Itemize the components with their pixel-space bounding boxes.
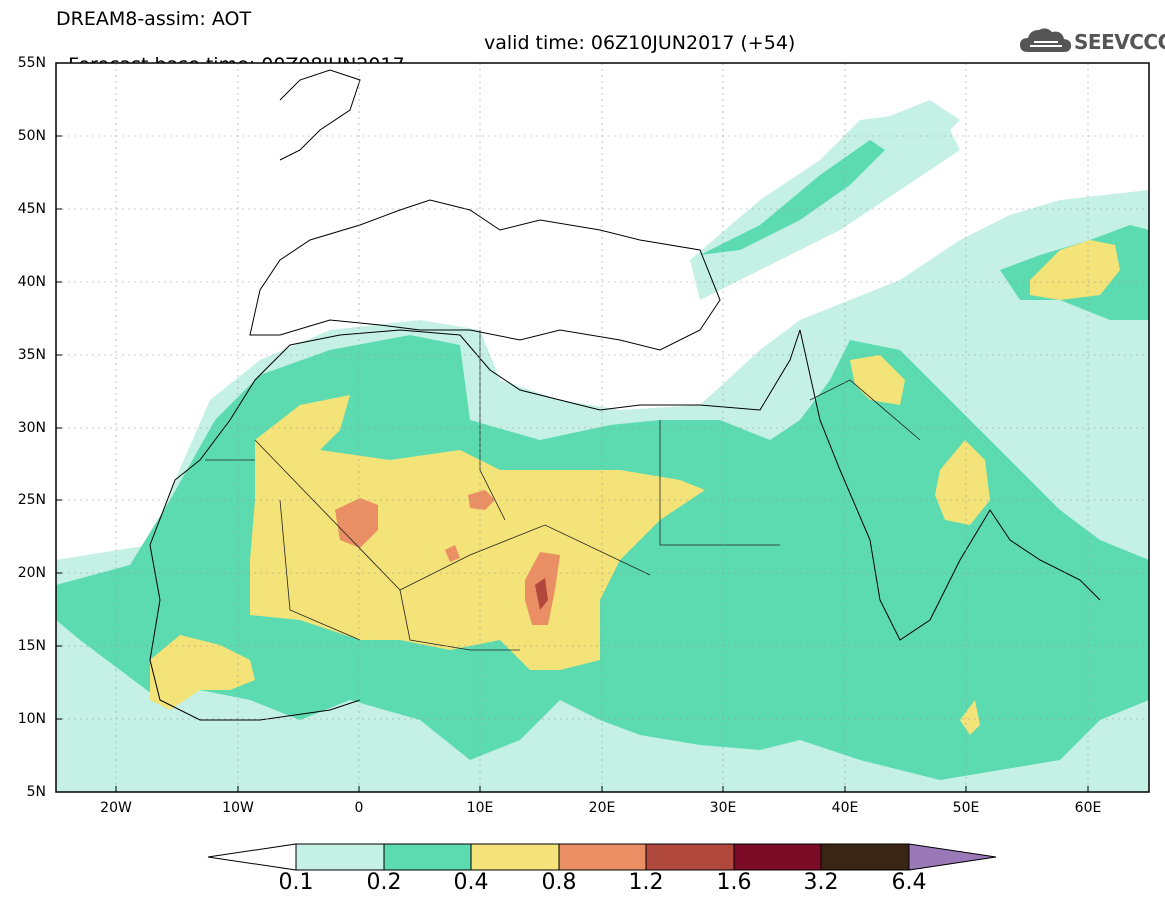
country-borders	[205, 330, 921, 651]
lat-label-55n: 55N	[17, 55, 46, 71]
lat-label-25n: 25N	[17, 492, 46, 508]
lon-label-50e: 50E	[952, 800, 980, 816]
lat-label-45n: 45N	[17, 201, 46, 217]
seevccc-logo: SEEVCCC	[1018, 24, 1165, 58]
lat-label-15n: 15N	[17, 638, 46, 654]
colorbar-label-0.4: 0.4	[453, 870, 489, 895]
lon-label-10w: 10W	[222, 800, 254, 816]
colorbar-label-3.2: 3.2	[803, 870, 839, 895]
lat-label-5n: 5N	[26, 784, 46, 800]
colorbar-under-arrow	[207, 843, 297, 871]
aot-level-1.2	[535, 578, 548, 610]
lon-label-10e: 10E	[466, 800, 494, 816]
logo-text: SEEVCCC	[1074, 30, 1165, 54]
colorbar-label-1.2: 1.2	[628, 870, 664, 895]
colorbar-label-6.4: 6.4	[891, 870, 927, 895]
colorbar-bin-0.2	[383, 843, 472, 871]
lat-label-10n: 10N	[17, 711, 46, 727]
valid-time-text: valid time: 06Z10JUN2017 (+54)	[484, 32, 796, 54]
colorbar-label-0.1: 0.1	[278, 870, 314, 895]
cloud-icon	[1020, 28, 1072, 52]
lon-label-30e: 30E	[709, 800, 737, 816]
lat-label-20n: 20N	[17, 565, 46, 581]
axis-ticks	[56, 62, 1089, 793]
lon-label-0: 0	[354, 800, 364, 816]
colorbar-bin-1.2	[645, 843, 735, 871]
colorbar-label-0.2: 0.2	[366, 870, 402, 895]
lon-label-60e: 60E	[1074, 800, 1102, 816]
aot-field	[56, 63, 1149, 792]
lat-label-50n: 50N	[17, 128, 46, 144]
colorbar-bin-3.2	[820, 843, 910, 871]
colorbar-bin-1.6	[733, 843, 822, 871]
colorbar-bin-0.4	[470, 843, 560, 871]
lat-label-35n: 35N	[17, 347, 46, 363]
lat-label-40n: 40N	[17, 274, 46, 290]
map-title: DREAM8-assim: AOT	[56, 8, 252, 30]
colorbar	[207, 843, 997, 871]
colorbar-bin-0.8	[558, 843, 647, 871]
colorbar-label-1.6: 1.6	[716, 870, 752, 895]
lon-label-20e: 20E	[588, 800, 616, 816]
colorbar-bin-0.1	[295, 843, 385, 871]
lon-label-20w: 20W	[100, 800, 132, 816]
aot-level-0.4	[150, 240, 1120, 735]
gridlines	[56, 63, 1149, 792]
colorbar-over-arrow	[908, 843, 997, 871]
coastlines	[149, 69, 1101, 721]
colorbar-label-0.8: 0.8	[541, 870, 577, 895]
lon-label-40e: 40E	[831, 800, 859, 816]
lat-label-30n: 30N	[17, 420, 46, 436]
